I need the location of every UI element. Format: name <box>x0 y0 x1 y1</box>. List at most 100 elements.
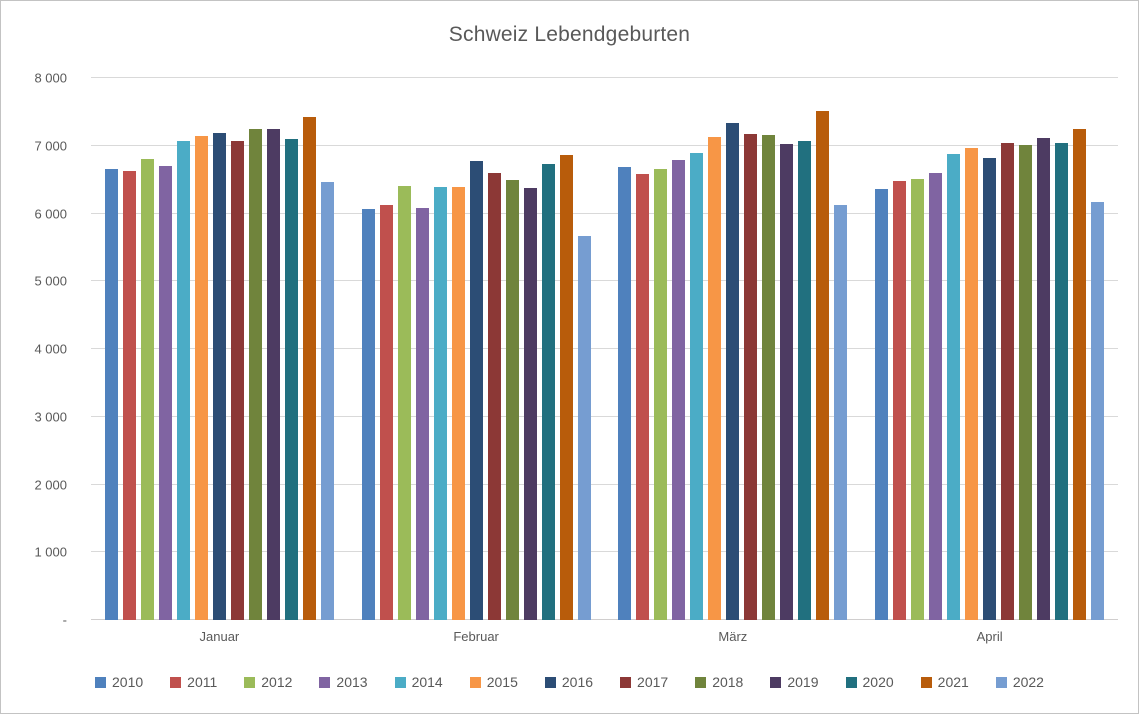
bar-2015-januar <box>194 135 208 620</box>
legend-swatch-2019 <box>770 676 782 688</box>
legend-item-2017: 2017 <box>620 674 668 690</box>
y-tick-label-5000: 5 000 <box>34 273 67 289</box>
legend-label-2010: 2010 <box>112 674 144 690</box>
bar-2016-februar <box>469 161 483 620</box>
bar-2017-märz <box>744 134 758 620</box>
bar-2017-januar <box>230 141 244 620</box>
bar-2010-märz <box>618 167 632 620</box>
bar-group-februar <box>348 78 605 620</box>
bar-2019-april <box>1037 138 1051 620</box>
bar-2014-januar <box>176 141 190 620</box>
legend-label-2013: 2013 <box>336 674 368 690</box>
legend-swatch-2015 <box>469 676 481 688</box>
bar-2012-april <box>911 178 925 620</box>
bar-2013-januar <box>158 166 172 620</box>
bar-2020-februar <box>541 164 555 620</box>
plot-area <box>91 77 1118 620</box>
y-tick-label-4000: 4 000 <box>34 341 67 357</box>
bar-2014-april <box>947 153 961 620</box>
bar-group-januar <box>91 78 348 620</box>
gridline-0 <box>91 619 1118 620</box>
legend-swatch-2010 <box>95 676 106 688</box>
bar-group-april <box>861 78 1118 620</box>
legend-swatch-2014 <box>394 676 406 688</box>
legend-item-2010: 2010 <box>95 674 143 690</box>
bar-2012-januar <box>140 159 154 620</box>
legend-label-2014: 2014 <box>411 674 443 690</box>
bar-2013-märz <box>672 159 686 620</box>
bar-2014-märz <box>690 153 704 620</box>
bar-2012-märz <box>654 169 668 620</box>
legend-item-2014: 2014 <box>394 674 443 690</box>
legend-item-2022: 2022 <box>995 674 1044 690</box>
bar-2013-februar <box>415 207 429 620</box>
y-tick-label-6000: 6 000 <box>34 206 67 221</box>
legend-swatch-2016 <box>544 676 556 688</box>
bar-2018-februar <box>505 179 519 620</box>
bar-2019-januar <box>266 129 280 620</box>
legend-label-2020: 2020 <box>862 674 894 690</box>
bar-2018-märz <box>762 135 776 620</box>
bar-2010-januar <box>104 168 118 620</box>
bar-2021-april <box>1073 129 1087 620</box>
bar-2010-april <box>875 189 889 620</box>
gridline-7000 <box>91 144 1118 146</box>
bar-2011-januar <box>122 170 136 620</box>
gridline-2000 <box>91 483 1118 485</box>
legend-label-2022: 2022 <box>1012 674 1044 690</box>
legend-label-2016: 2016 <box>561 674 594 690</box>
legend-swatch-2022 <box>995 676 1007 688</box>
bar-2010-februar <box>361 208 375 620</box>
gridline-6000 <box>91 212 1118 214</box>
legend-label-2012: 2012 <box>261 674 293 690</box>
legend-swatch-2017 <box>620 676 632 688</box>
y-tick-label-0: - <box>62 612 67 628</box>
legend-label-2011: 2011 <box>187 674 218 690</box>
legend-label-2018: 2018 <box>712 674 744 690</box>
legend-item-2018: 2018 <box>695 674 743 690</box>
bar-2021-märz <box>816 110 830 620</box>
bar-2015-märz <box>708 136 722 620</box>
gridline-1000 <box>91 551 1118 553</box>
legend-item-2015: 2015 <box>469 674 518 690</box>
y-tick-label-2000: 2 000 <box>34 477 67 492</box>
gridline-3000 <box>91 415 1118 417</box>
legend-item-2012: 2012 <box>244 674 292 690</box>
x-axis-label-januar: Januar <box>199 629 240 644</box>
y-axis: 8 000 7 000 6 000 5 000 4 000 3 000 2 000 1 000… <box>1 71 81 628</box>
legend-label-2019: 2019 <box>787 674 819 690</box>
y-tick-label-8000: 8 000 <box>34 70 67 86</box>
legend: 2010 2011 2012 2013 2014 2015 2016 2017 2018 2019… <box>1 674 1138 690</box>
bar-2019-februar <box>523 188 537 620</box>
legend-swatch-2012 <box>244 676 256 688</box>
legend-item-2020: 2020 <box>845 674 894 690</box>
legend-swatch-2013 <box>319 676 331 688</box>
legend-item-2013: 2013 <box>319 674 368 690</box>
legend-item-2021: 2021 <box>920 674 969 690</box>
x-axis-label-februar: Februar <box>453 629 499 644</box>
bar-2022-april <box>1091 201 1105 620</box>
y-tick-label-3000: 3 000 <box>34 409 67 425</box>
y-tick-label-7000: 7 000 <box>34 138 67 154</box>
bar-2012-februar <box>397 185 411 620</box>
bar-2017-februar <box>487 172 501 620</box>
bar-2015-april <box>965 147 979 620</box>
legend-label-2015: 2015 <box>486 674 518 690</box>
legend-swatch-2011 <box>170 676 182 688</box>
gridline-5000 <box>91 280 1118 282</box>
bar-groups <box>91 78 1118 620</box>
chart-title: Schweiz Lebendgeburten <box>448 23 691 46</box>
legend-item-2019: 2019 <box>770 674 819 690</box>
bar-group-märz <box>605 78 862 620</box>
bar-2018-januar <box>248 129 262 620</box>
bar-2014-februar <box>433 186 447 620</box>
bar-2017-april <box>1001 142 1015 620</box>
bar-2018-april <box>1019 145 1033 620</box>
y-tick-label-1000: 1 000 <box>34 544 67 560</box>
legend-item-2011: 2011 <box>170 674 217 690</box>
legend-swatch-2021 <box>920 676 932 688</box>
x-axis-label-april: April <box>976 629 1003 644</box>
bar-2022-februar <box>577 235 591 620</box>
legend-swatch-2020 <box>845 676 857 688</box>
bar-2020-januar <box>284 138 298 620</box>
